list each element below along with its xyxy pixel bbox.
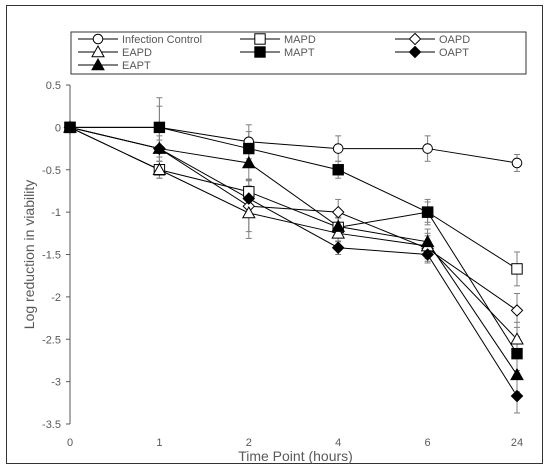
data-point: [510, 367, 524, 381]
x-tick-label: 6: [425, 437, 431, 449]
data-point: [242, 192, 256, 205]
series-line: [69, 126, 518, 311]
legend-entry: Infection Control: [78, 33, 202, 46]
series-markers: [63, 121, 524, 317]
legend-label: OAPT: [439, 47, 469, 59]
legend-entry: OAPT: [395, 45, 469, 59]
legend-label: EAPT: [122, 60, 151, 72]
legend-entry: OAPD: [395, 32, 470, 46]
series-infection-control: [70, 97, 520, 172]
data-point: [332, 164, 344, 176]
data-point: [510, 304, 524, 317]
legend-label: MAPD: [284, 34, 316, 46]
series-line: [69, 126, 518, 376]
legend-label: MAPT: [284, 47, 315, 59]
legend: Infection Control MAPD OAPD EAPD MAPT OAPT EAP…: [70, 31, 527, 75]
legend-entry: EAPD: [78, 44, 152, 59]
plot-area: [63, 97, 524, 414]
series-eapd: [69, 126, 520, 357]
chart-frame: [6, 5, 543, 464]
series-markers: [63, 121, 524, 403]
data-point: [241, 205, 256, 219]
y-tick-label: -1.5: [42, 250, 61, 262]
data-point: [331, 219, 346, 232]
series-line: [70, 126, 518, 164]
legend-entry: MAPD: [240, 33, 316, 46]
data-point: [153, 121, 166, 134]
data-point: [511, 157, 523, 169]
data-point: [510, 332, 524, 345]
series-eapt: [69, 126, 520, 393]
series-line: [70, 126, 518, 354]
series-line: [69, 126, 518, 397]
legend-marker: [91, 44, 105, 58]
legend-entry: MAPT: [240, 46, 315, 59]
x-tick-label: 0: [67, 437, 73, 449]
x-tick-label: 1: [156, 437, 162, 449]
y-tick-label: -3.5: [42, 419, 61, 431]
legend-marker: [408, 32, 422, 46]
series-mapt: [70, 105, 520, 372]
data-point: [421, 248, 434, 261]
y-tick-label: 0: [55, 122, 61, 134]
y-tick-label: -2.5: [42, 334, 61, 346]
x-tick-label: 2: [246, 437, 252, 449]
legend-label: Infection Control: [122, 34, 202, 46]
legend-marker: [408, 45, 422, 59]
series-oapt: [69, 126, 520, 414]
data-point: [63, 120, 77, 133]
data-point: [152, 141, 167, 154]
series-markers: [63, 120, 524, 345]
data-point: [421, 206, 434, 218]
y-tick-label: 0.5: [46, 80, 61, 92]
data-point: [422, 143, 433, 154]
data-point: [152, 162, 167, 176]
data-point: [332, 143, 344, 154]
x-tick-label: 24: [511, 437, 523, 449]
y-axis-title: Log reduction in viability: [21, 180, 37, 329]
legend-box: [70, 31, 527, 75]
data-point: [420, 234, 435, 248]
data-point: [331, 241, 345, 255]
series-markers: [63, 120, 524, 381]
legend-entry: EAPT: [78, 57, 151, 72]
data-point: [331, 226, 346, 239]
legend-label: EAPD: [122, 47, 152, 59]
legend-label: OAPD: [439, 34, 470, 46]
legend-marker: [92, 33, 104, 45]
data-point: [510, 389, 524, 403]
axes: 0.50-0.5-1-1.5-2-2.5-3-3.50 1 2 4 6 24: [42, 80, 523, 449]
y-tick-label: -2: [51, 292, 61, 304]
y-tick-label: -0.5: [42, 165, 61, 177]
data-point: [511, 347, 523, 360]
data-point: [243, 142, 255, 155]
series-mapd: [69, 126, 520, 287]
x-axis-title: Time Point (hours): [238, 448, 353, 464]
data-point: [511, 263, 523, 275]
y-tick-label: -1: [51, 207, 61, 219]
data-point: [241, 155, 256, 169]
y-tick-label: -3: [51, 377, 61, 389]
data-point: [331, 205, 345, 219]
legend-marker: [91, 57, 105, 71]
legend-marker: [254, 46, 266, 58]
x-tick-label: 4: [335, 437, 341, 449]
legend-marker: [254, 33, 266, 45]
